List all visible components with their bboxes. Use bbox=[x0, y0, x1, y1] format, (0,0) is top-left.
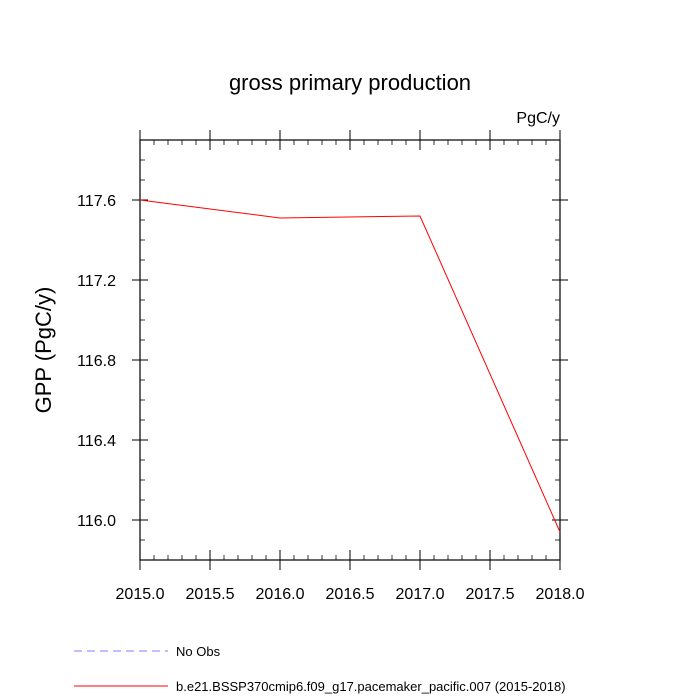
x-tick-label: 2018.0 bbox=[536, 586, 585, 603]
y-axis-label: GPP (PgC/y) bbox=[31, 287, 56, 414]
x-tick-label: 2015.0 bbox=[116, 586, 165, 603]
plot-frame bbox=[139, 139, 561, 561]
x-tick-labels: 2015.0 2015.5 2016.0 2016.5 2017.0 2017.5 2018… bbox=[116, 586, 585, 603]
x-tick-label: 2015.5 bbox=[186, 586, 235, 603]
x-tick-label: 2017.5 bbox=[466, 586, 515, 603]
y-tick-label: 116.4 bbox=[77, 433, 116, 450]
x-tick-label: 2016.5 bbox=[326, 586, 375, 603]
units-label: PgC/y bbox=[516, 110, 560, 127]
x-tick-label: 2017.0 bbox=[396, 586, 445, 603]
y-tick-label: 116.8 bbox=[77, 353, 116, 370]
x-tick-label: 2016.0 bbox=[256, 586, 305, 603]
y-tick-label: 117.6 bbox=[77, 193, 116, 210]
legend-label: b.e21.BSSP370cmip6.f09_g17.pacemaker_pac… bbox=[176, 679, 566, 694]
y-tick-label: 117.2 bbox=[77, 273, 116, 290]
legend-label: No Obs bbox=[176, 644, 221, 659]
y-tick-label: 116.0 bbox=[77, 513, 116, 530]
legend: No Obs b.e21.BSSP370cmip6.f09_g17.pacemak… bbox=[74, 644, 566, 694]
series-lines bbox=[139, 199, 561, 533]
y-tick-labels: 117.6 117.2 116.8 116.4 116.0 bbox=[77, 193, 116, 530]
series-line bbox=[139, 199, 561, 533]
axis-ticks bbox=[132, 130, 568, 570]
chart-title: gross primary production bbox=[229, 70, 471, 95]
